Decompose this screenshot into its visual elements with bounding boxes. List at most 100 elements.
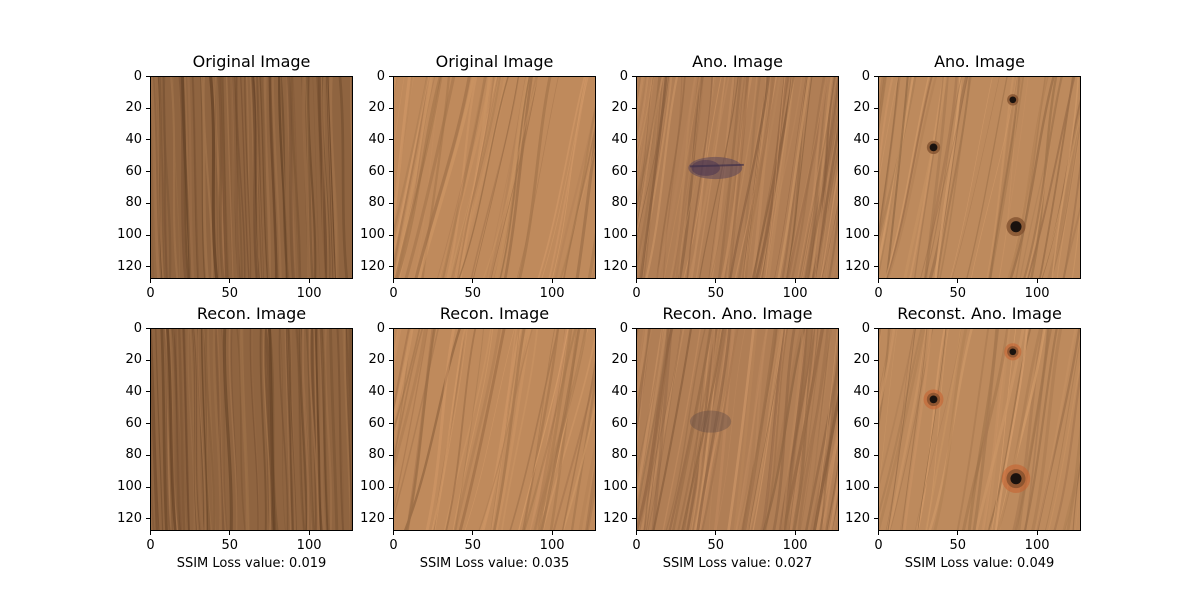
y-tick-label: 120	[845, 510, 870, 526]
y-tick-label: 100	[603, 227, 628, 243]
x-tick-label: 50	[464, 286, 482, 301]
y-tick-label: 20	[368, 100, 385, 116]
wood-texture-image	[150, 328, 353, 531]
y-tick-label: 0	[619, 320, 628, 336]
y-tick-label: 60	[611, 415, 628, 431]
x-tick-label: 100	[782, 538, 808, 553]
y-tick-label: 40	[368, 383, 385, 399]
y-tick-label: 120	[360, 510, 385, 526]
x-tick-label: 0	[632, 538, 641, 553]
ssim-loss-caption: SSIM Loss value: 0.019	[176, 556, 327, 571]
x-tick-label: 100	[539, 286, 565, 301]
y-tick-label: 60	[853, 163, 870, 179]
y-tick-label: 100	[360, 227, 385, 243]
y-tick-label: 80	[125, 447, 142, 463]
y-tick-label: 40	[611, 383, 628, 399]
x-tick-label: 50	[464, 538, 482, 553]
x-tick-label: 50	[707, 538, 725, 553]
x-tick-label: 0	[146, 538, 155, 553]
x-tick-label: 100	[296, 538, 322, 553]
y-tick-label: 80	[368, 447, 385, 463]
y-tick-label: 80	[611, 195, 628, 211]
y-tick-label: 0	[861, 320, 870, 336]
x-tick-label: 100	[1024, 286, 1050, 301]
y-tick-label: 60	[368, 163, 385, 179]
y-tick-label: 40	[853, 383, 870, 399]
wood-texture-image	[393, 328, 596, 531]
x-tick-label: 0	[632, 286, 641, 301]
y-tick-label: 80	[125, 195, 142, 211]
wood-texture-image	[878, 328, 1081, 531]
y-tick-label: 80	[611, 447, 628, 463]
x-tick-label: 100	[782, 286, 808, 301]
y-tick-label: 0	[619, 68, 628, 84]
y-tick-label: 60	[611, 163, 628, 179]
y-tick-label: 0	[133, 68, 142, 84]
panel-title: Reconst. Ano. Image	[897, 304, 1062, 323]
x-tick-label: 50	[221, 286, 239, 301]
x-tick-label: 0	[874, 538, 883, 553]
y-tick-label: 40	[853, 131, 870, 147]
y-tick-label: 40	[125, 383, 142, 399]
y-tick-label: 40	[368, 131, 385, 147]
y-tick-label: 0	[861, 68, 870, 84]
x-tick-label: 50	[949, 538, 967, 553]
y-tick-label: 100	[845, 227, 870, 243]
x-tick-label: 0	[389, 538, 398, 553]
x-tick-label: 100	[1024, 538, 1050, 553]
y-tick-label: 100	[360, 479, 385, 495]
y-tick-label: 60	[125, 415, 142, 431]
panel-title: Original Image	[435, 52, 554, 71]
y-tick-label: 20	[853, 352, 870, 368]
y-tick-label: 100	[117, 479, 142, 495]
wood-texture-image	[636, 328, 839, 531]
x-tick-label: 0	[874, 286, 883, 301]
y-tick-label: 80	[368, 195, 385, 211]
y-tick-label: 0	[376, 68, 385, 84]
y-tick-label: 100	[117, 227, 142, 243]
y-tick-label: 80	[853, 447, 870, 463]
wood-texture-image	[878, 76, 1081, 279]
ssim-loss-caption: SSIM Loss value: 0.027	[662, 556, 813, 571]
panel-title: Recon. Image	[196, 304, 307, 323]
x-tick-label: 0	[146, 286, 155, 301]
image-panel: Reconst. Ano. Image 0 20 40 60 80 100 120 0 50 100…	[845, 304, 1081, 571]
panel-title: Recon. Ano. Image	[662, 304, 813, 323]
y-tick-label: 20	[125, 352, 142, 368]
y-tick-label: 60	[125, 163, 142, 179]
y-tick-label: 20	[853, 100, 870, 116]
x-tick-label: 50	[949, 286, 967, 301]
y-tick-label: 100	[845, 479, 870, 495]
wood-texture-image	[636, 76, 839, 279]
y-tick-label: 120	[845, 258, 870, 274]
y-tick-label: 40	[611, 131, 628, 147]
y-tick-label: 0	[133, 320, 142, 336]
image-panel: Original Image 0 20 40 60 80 100 120 0 50 100	[117, 52, 353, 301]
y-tick-label: 20	[368, 352, 385, 368]
x-tick-label: 50	[221, 538, 239, 553]
panel-title: Ano. Image	[934, 52, 1025, 71]
ssim-loss-caption: SSIM Loss value: 0.049	[904, 556, 1055, 571]
x-tick-label: 50	[707, 286, 725, 301]
y-tick-label: 120	[360, 258, 385, 274]
wood-texture-image	[150, 76, 353, 279]
y-tick-label: 120	[603, 258, 628, 274]
wood-texture-image	[393, 76, 596, 279]
y-tick-label: 40	[125, 131, 142, 147]
y-tick-label: 80	[853, 195, 870, 211]
x-tick-label: 100	[296, 286, 322, 301]
ssim-loss-caption: SSIM Loss value: 0.035	[419, 556, 570, 571]
x-tick-label: 100	[539, 538, 565, 553]
y-tick-label: 20	[125, 100, 142, 116]
image-panel: Ano. Image 0 20 40 60 80 100 120 0 50 100	[603, 52, 839, 301]
panel-title: Ano. Image	[692, 52, 783, 71]
y-tick-label: 100	[603, 479, 628, 495]
image-panel: Recon. Ano. Image 0 20 40 60 80 100 120 0 50 100 SS…	[603, 304, 839, 571]
y-tick-label: 60	[853, 415, 870, 431]
y-tick-label: 0	[376, 320, 385, 336]
x-tick-label: 0	[389, 286, 398, 301]
panel-title: Original Image	[192, 52, 311, 71]
y-tick-label: 120	[117, 510, 142, 526]
y-tick-label: 120	[117, 258, 142, 274]
panel-title: Recon. Image	[439, 304, 550, 323]
